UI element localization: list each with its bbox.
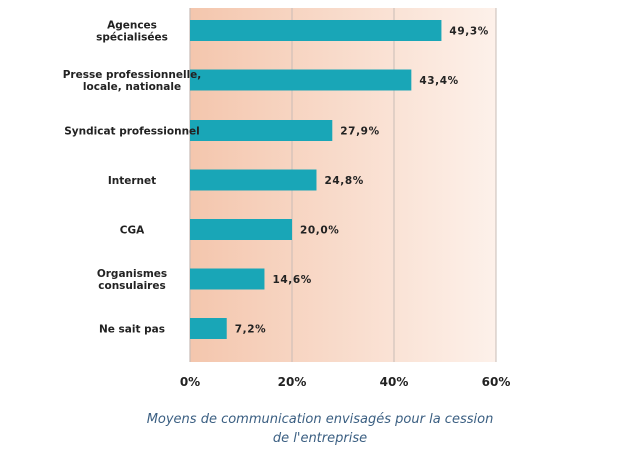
category-label-line: Internet: [108, 175, 156, 187]
caption-line-1: Moyens de communication envisagés pour l…: [146, 412, 494, 427]
category-label: Organismes consulaires: [97, 268, 167, 292]
category-label-line: locale, nationale: [83, 81, 181, 93]
value-label: 7,2%: [235, 324, 267, 336]
x-axis-ticks: 0% 20% 40% 60%: [180, 375, 511, 389]
category-label-line: spécialisées: [96, 32, 168, 44]
x-tick-label: 0%: [180, 375, 200, 389]
category-label-line: Syndicat professionnel: [64, 126, 200, 138]
x-tick-label: 60%: [482, 375, 511, 389]
x-tick-label: 40%: [380, 375, 409, 389]
bar: [190, 20, 442, 41]
value-label: 43,4%: [419, 75, 458, 87]
category-label: Presse professionnelle, locale, nationale: [63, 69, 202, 93]
bars: [190, 20, 442, 339]
value-labels: 49,3% 43,4% 27,9% 24,8% 20,0% 14,6% 7,2%: [235, 26, 489, 336]
category-label-line: Ne sait pas: [99, 324, 165, 336]
value-label: 49,3%: [449, 26, 488, 38]
value-label: 27,9%: [340, 126, 379, 138]
category-label: Syndicat professionnel: [64, 126, 200, 138]
value-label: 14,6%: [272, 274, 311, 286]
bar: [190, 120, 333, 141]
bar: [190, 268, 265, 290]
value-label: 20,0%: [300, 225, 339, 237]
bar: [190, 318, 227, 339]
caption-line-2: de l'entreprise: [272, 431, 368, 446]
value-label: 24,8%: [324, 175, 363, 187]
category-label-line: Presse professionnelle,: [63, 69, 202, 81]
bar-chart-svg: Agences spécialisées Presse professionnell…: [63, 8, 511, 389]
category-label: Internet: [108, 175, 156, 187]
category-labels: Agences spécialisées Presse professionnell…: [63, 20, 202, 336]
category-label-line: consulaires: [98, 280, 165, 292]
chart-caption: Moyens de communication envisagés pour l…: [120, 410, 520, 448]
x-tick-label: 20%: [278, 375, 307, 389]
category-label: Agences spécialisées: [96, 20, 168, 44]
bar: [190, 219, 292, 240]
category-label-line: Agences: [107, 20, 157, 32]
category-label-line: CGA: [120, 225, 145, 237]
category-label-line: Organismes: [97, 268, 167, 280]
bar: [190, 69, 412, 91]
bar: [190, 169, 317, 191]
category-label: Ne sait pas: [99, 324, 165, 336]
category-label: CGA: [120, 225, 145, 237]
